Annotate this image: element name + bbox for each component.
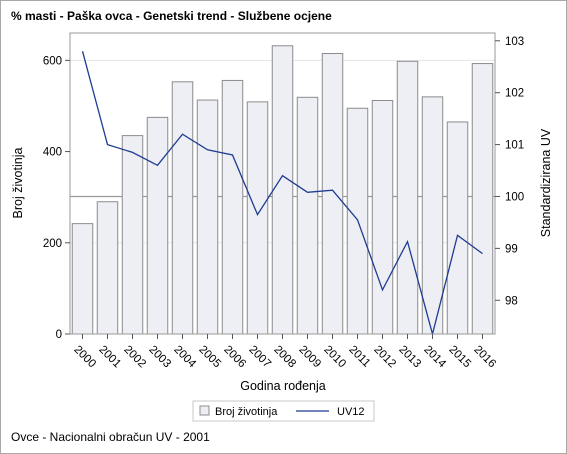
- left-tick-label: 400: [43, 147, 62, 159]
- x-tick-label-2011: 2011: [346, 344, 372, 370]
- legend-box: [192, 400, 375, 422]
- bar-2010: [321, 53, 344, 335]
- bar-2001: [96, 201, 119, 335]
- y-axis-title-right: Standardizirana UV: [539, 128, 553, 237]
- bar-2005: [196, 99, 219, 335]
- x-tick-label-2010: 2010: [321, 344, 348, 371]
- bar-2016: [471, 63, 494, 335]
- bar-2008: [271, 45, 294, 335]
- bar-2007: [246, 101, 269, 335]
- bar-series-layer: [71, 45, 494, 335]
- x-tick-label-2000: 2000: [71, 344, 98, 371]
- y-axis-title-left: Broj životinja: [11, 148, 25, 219]
- x-tick-label-2014: 2014: [421, 344, 448, 371]
- uv12-line: [81, 51, 483, 337]
- x-tick-label-2016: 2016: [471, 344, 498, 371]
- bar-2003: [146, 116, 169, 335]
- x-tick-label-2009: 2009: [296, 344, 323, 371]
- bar-2012: [371, 99, 394, 335]
- left-tick-label: 600: [43, 55, 62, 67]
- footnote: Ovce - Nacionalni obračun UV - 2001: [11, 430, 210, 444]
- bar-2014: [421, 96, 444, 335]
- x-tick-label-2006: 2006: [221, 344, 248, 371]
- right-tick-label: 102: [505, 88, 524, 100]
- right-tick-label: 103: [505, 36, 524, 48]
- bar-2013: [396, 60, 419, 335]
- chart-title: % masti - Paška ovca - Genetski trend - …: [11, 9, 332, 23]
- left-axis: 0 200 400 600: [43, 55, 70, 341]
- x-tick-label-2015: 2015: [446, 344, 473, 371]
- right-tick-label: 100: [505, 191, 524, 203]
- left-tick-label: 0: [56, 329, 62, 341]
- x-tick-label-2003: 2003: [146, 344, 173, 371]
- left-tick-label: 200: [43, 238, 62, 250]
- x-tick-label-2007: 2007: [246, 344, 273, 371]
- bar-2015: [446, 121, 469, 335]
- x-tick-label-2012: 2012: [371, 344, 398, 371]
- bar-2004: [171, 81, 194, 335]
- right-tick-label: 99: [505, 243, 518, 255]
- x-tick-label-2013: 2013: [396, 344, 423, 371]
- x-tick-label-2001: 2001: [96, 344, 123, 371]
- bar-2000: [71, 223, 94, 335]
- bar-2006: [221, 79, 244, 335]
- bar-2009: [296, 96, 319, 335]
- x-axis: 2000200120022003200420052006200720082009…: [71, 334, 498, 371]
- x-tick-label-2004: 2004: [171, 344, 198, 371]
- bar-2002: [121, 135, 144, 335]
- x-tick-label-2005: 2005: [196, 344, 223, 371]
- x-axis-title: Godina rođenja: [240, 379, 326, 393]
- legend: Broj životinja UV12: [192, 400, 375, 422]
- x-tick-label-2008: 2008: [271, 344, 298, 371]
- legend-label-bars: Broj životinja: [215, 406, 278, 418]
- right-tick-label: 98: [505, 295, 518, 307]
- line-series-layer: [81, 51, 483, 337]
- legend-label-line: UV12: [337, 406, 365, 418]
- legend-bar-swatch: [199, 405, 210, 416]
- x-tick-label-2002: 2002: [121, 344, 148, 371]
- right-tick-label: 101: [505, 140, 524, 152]
- right-axis: 98 99 100 101 102 103: [495, 36, 524, 307]
